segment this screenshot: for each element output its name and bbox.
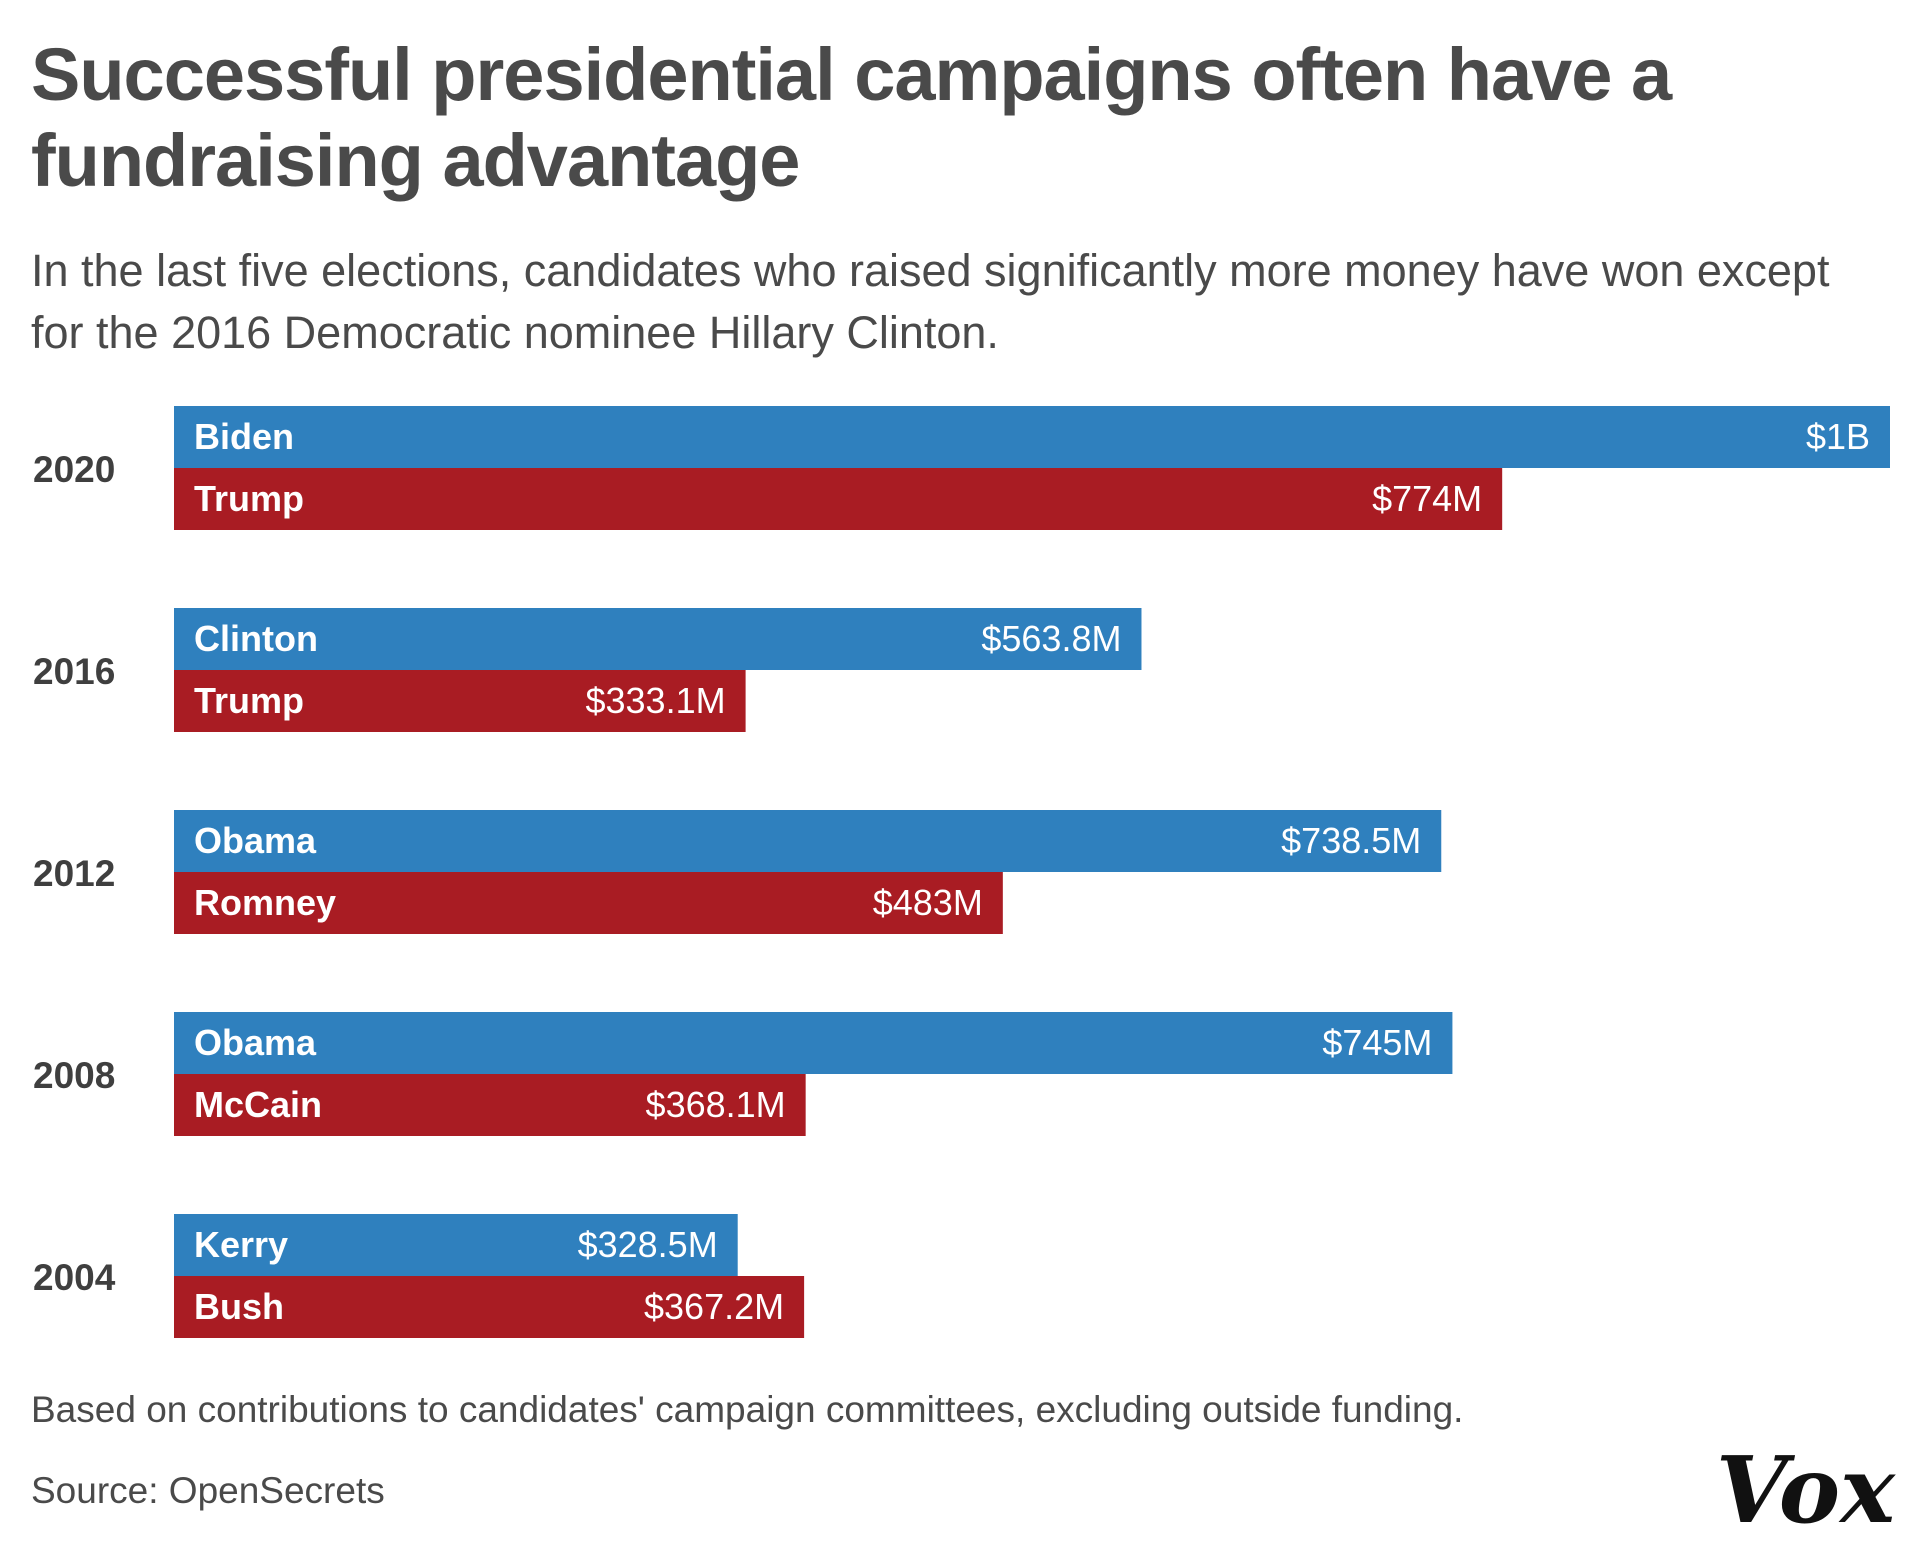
value-label-2020-trump: $774M — [1372, 478, 1482, 519]
bar-2016-trump — [174, 670, 746, 732]
candidate-label-2020-trump: Trump — [194, 478, 304, 519]
candidate-label-2004-bush: Bush — [194, 1286, 284, 1327]
bar-2020-trump — [174, 468, 1503, 530]
bar-2020-biden — [174, 406, 1890, 468]
candidate-label-2008-mccain: McCain — [194, 1084, 322, 1125]
candidate-label-2012-romney: Romney — [194, 882, 336, 923]
value-label-2012-obama: $738.5M — [1281, 820, 1421, 861]
bar-2004-kerry — [174, 1214, 738, 1276]
bar-2016-clinton — [174, 608, 1142, 670]
value-label-2020-biden: $1B — [1806, 416, 1870, 457]
value-label-2008-mccain: $368.1M — [646, 1084, 786, 1125]
value-label-2008-obama: $745M — [1322, 1022, 1432, 1063]
candidate-label-2020-biden: Biden — [194, 416, 294, 457]
value-label-2016-clinton: $563.8M — [981, 618, 1121, 659]
value-label-2004-kerry: $328.5M — [578, 1224, 718, 1265]
candidate-label-2016-trump: Trump — [194, 680, 304, 721]
year-label-2016: 2016 — [33, 651, 115, 692]
candidate-label-2012-obama: Obama — [194, 820, 317, 861]
candidate-label-2008-obama: Obama — [194, 1022, 317, 1063]
chart-source: Source: OpenSecrets — [31, 1470, 385, 1511]
year-label-2004: 2004 — [33, 1257, 116, 1298]
bar-2012-obama — [174, 810, 1442, 872]
value-label-2004-bush: $367.2M — [644, 1286, 784, 1327]
chart-title: Successful presidential campaigns often … — [31, 33, 1672, 202]
value-label-2016-trump: $333.1M — [585, 680, 725, 721]
chart-note: Based on contributions to candidates' ca… — [31, 1389, 1464, 1430]
vox-logo: Vox — [1720, 1436, 1896, 1544]
year-label-2008: 2008 — [33, 1055, 115, 1096]
bar-2004-bush — [174, 1276, 805, 1338]
year-label-2012: 2012 — [33, 853, 115, 894]
chart-subtitle: In the last five elections, candidates w… — [31, 245, 1830, 358]
candidate-label-2004-kerry: Kerry — [194, 1224, 288, 1265]
candidate-label-2016-clinton: Clinton — [194, 618, 318, 659]
value-label-2012-romney: $483M — [873, 882, 983, 923]
bar-2012-romney — [174, 872, 1003, 934]
vox-logo-text: Vox — [1720, 1436, 1896, 1544]
bar-2008-obama — [174, 1012, 1453, 1074]
bar-chart: 2020 Biden $1B Trump $774M 2016 Clinton $563.8M… — [33, 406, 1890, 1338]
bar-2008-mccain — [174, 1074, 806, 1136]
year-label-2020: 2020 — [33, 449, 115, 490]
